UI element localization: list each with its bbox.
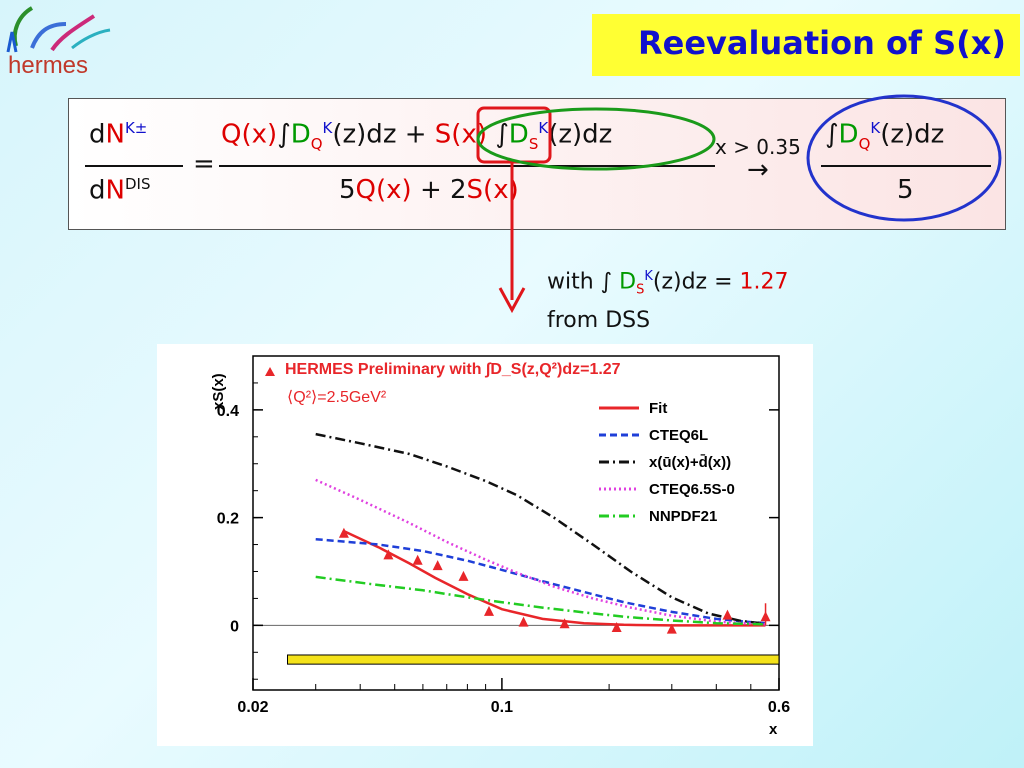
curve-4 <box>315 575 766 626</box>
data-point <box>383 549 394 560</box>
curve-0 <box>343 529 766 627</box>
y-tick-label: 0 <box>230 618 239 635</box>
data-point <box>432 560 443 571</box>
x-tick-label: 0.6 <box>768 699 790 716</box>
strange-term-ellipse <box>476 107 716 171</box>
note-line-2: from DSS <box>547 307 651 333</box>
legend-label: NNPDF21 <box>649 508 717 525</box>
xs-chart: 0 0.2 0.4 0.02 0.1 0.6 Fit CTEQ6L x(ū(x)+d̄(x))… <box>210 355 790 738</box>
curve-2 <box>315 432 766 625</box>
data-point <box>559 618 570 629</box>
pointer-arrow-head-icon <box>498 287 526 314</box>
y-tick-label: 0.2 <box>217 511 239 528</box>
data-point <box>338 527 349 538</box>
hermes-logo: hermes <box>2 2 122 82</box>
data-point <box>484 605 495 616</box>
curve-3 <box>315 478 766 626</box>
systematic-error-band <box>287 654 780 665</box>
curve-1 <box>315 537 766 625</box>
plot-panel: 0 0.2 0.4 0.02 0.1 0.6 Fit CTEQ6L x(ū(x)+d̄(x))… <box>157 344 813 746</box>
data-point <box>611 622 622 633</box>
x-tick-label: 0.02 <box>237 699 268 716</box>
dss-note: with ∫ DSK(z)dz = 1.27 from DSS <box>547 262 789 336</box>
x-tick-label: 0.1 <box>491 699 513 716</box>
y-tick-label: 0.4 <box>217 403 239 420</box>
data-point <box>666 623 677 634</box>
rhs-denominator: 5 <box>897 175 914 205</box>
logo-text: hermes <box>8 52 89 79</box>
chart-subtitle: ⟨Q²⟩=2.5GeV² <box>287 389 387 406</box>
legend-label: CTEQ6.5S-0 <box>649 481 735 498</box>
legend-label: x(ū(x)+d̄(x)) <box>649 453 731 471</box>
lhs-fraction-bar <box>85 165 183 167</box>
middle-fraction-bar <box>219 165 715 167</box>
equals-sign: = <box>193 149 215 179</box>
chart-title: HERMES Preliminary with ∫D_S(z,Q²)dz=1.2… <box>285 361 621 378</box>
limit-condition: x > 0.35 <box>715 135 801 159</box>
middle-denominator: 5Q(x) + 2S(x) <box>339 175 519 205</box>
lhs-denominator: dNDIS <box>89 175 151 206</box>
limit-result-ellipse <box>806 94 1002 222</box>
slide-title: Reevaluation of S(x) <box>638 24 1006 62</box>
data-point <box>412 554 423 565</box>
title-marker-icon <box>265 367 275 376</box>
lhs-numerator: dNK± <box>89 119 148 150</box>
rhs-fraction-bar <box>821 165 991 167</box>
limit-arrow: → <box>747 155 769 185</box>
data-point <box>458 570 469 581</box>
legend-label: CTEQ6L <box>649 427 708 444</box>
logo-swirls-icon <box>6 6 111 53</box>
y-axis-label: xS(x) <box>210 373 227 410</box>
data-point <box>722 609 733 620</box>
data-point <box>518 616 529 627</box>
plot-frame <box>252 355 780 691</box>
title-banner: Reevaluation of S(x) <box>592 14 1020 76</box>
legend-label: Fit <box>649 400 667 417</box>
note-line-1: with ∫ DSK(z)dz = 1.27 <box>547 269 789 298</box>
rhs-numerator: ∫DQK(z)dz <box>825 119 945 153</box>
x-axis-label: x <box>769 721 778 738</box>
